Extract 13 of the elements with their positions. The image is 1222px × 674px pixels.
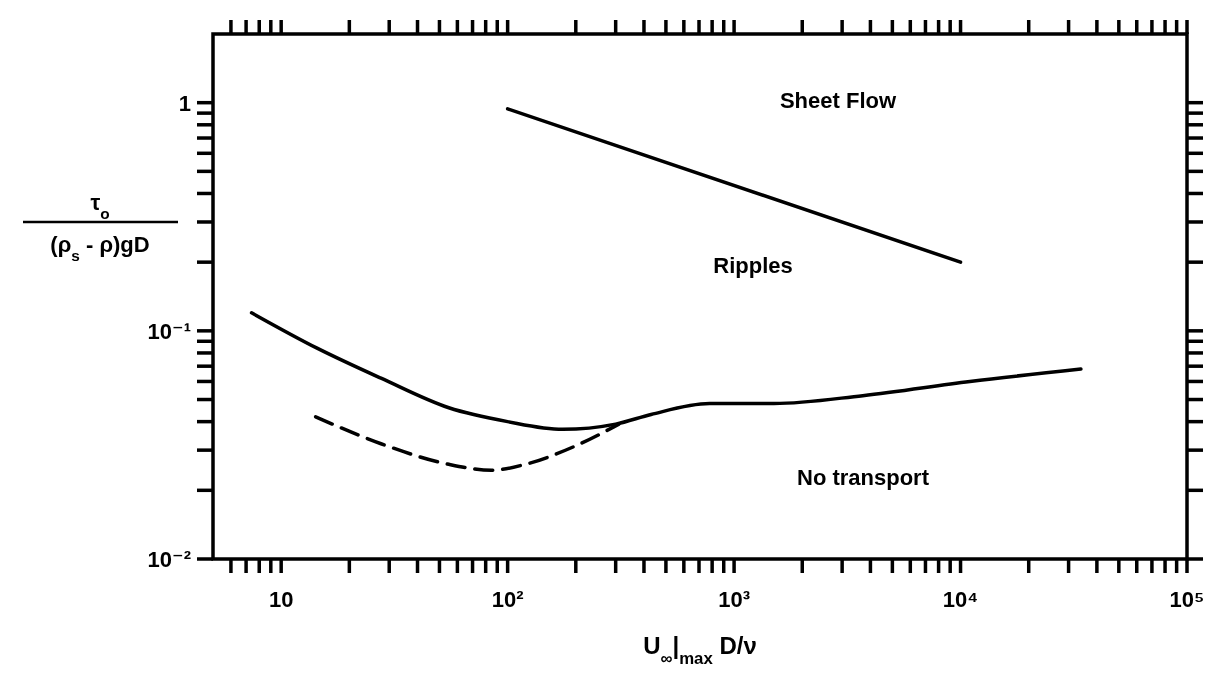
x-tick-label: 10: [268, 587, 294, 612]
x-tick-label: 10⁵: [1169, 587, 1205, 612]
x-axis-title: U$_{∞}$|$_{max}$ D/ν: [643, 632, 757, 668]
y-tick-label: 10⁻¹: [147, 318, 191, 344]
y-tick-label: 1: [178, 90, 191, 116]
annotation: Sheet Flow: [779, 88, 897, 113]
x-tick-label: 10³: [718, 587, 750, 612]
annotation: Ripples: [713, 253, 793, 278]
x-tick-label: 10⁴: [942, 587, 979, 612]
x-tick-label: 10²: [491, 587, 524, 612]
text: τ$_{o}$ (ρ$_{s}$ - ρ)gD: [50, 189, 150, 264]
annotation: No transport: [797, 465, 930, 490]
y-tick-label: 10⁻²: [147, 547, 191, 572]
